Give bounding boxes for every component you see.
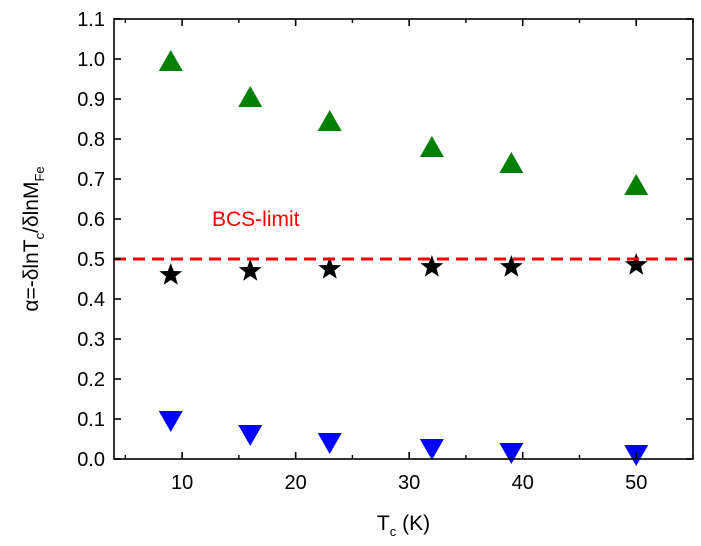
- blue-triangle-point: [419, 439, 444, 460]
- data-marks: [158, 50, 649, 466]
- blue-triangle-point: [158, 411, 183, 432]
- green-triangle-point: [624, 174, 649, 195]
- black-star-point: [318, 257, 342, 279]
- bcs-limit-label: BCS-limit: [212, 208, 300, 231]
- x-tick-label: 20: [285, 472, 307, 494]
- blue-triangle-point: [499, 443, 524, 464]
- axis-ticks: 10 20 30 40 50 0.0 0.1 0.2 0.3 0.4 0.5 0.6 0.7 0.8 0.9…: [77, 9, 694, 494]
- green-triangle-point: [419, 136, 444, 157]
- blue-triangle-point: [238, 425, 263, 446]
- y-tick-label: 0.2: [77, 369, 105, 391]
- blue-triangle-point: [317, 433, 342, 454]
- y-tick-label: 0.6: [77, 209, 105, 231]
- x-tick-label: 30: [398, 472, 420, 494]
- black-star-point: [624, 253, 648, 275]
- y-tick-label: 0.0: [77, 449, 105, 471]
- y-tick-label: 0.3: [77, 329, 105, 351]
- y-tick-label: 0.9: [77, 89, 105, 111]
- y-tick-label: 1.1: [77, 9, 105, 31]
- y-tick-label: 0.8: [77, 129, 105, 151]
- green-triangle-point: [158, 50, 183, 71]
- x-tick-label: 50: [625, 472, 647, 494]
- y-tick-label: 0.1: [77, 409, 105, 431]
- green-triangle-point: [499, 152, 524, 173]
- black-star-point: [159, 263, 183, 285]
- y-tick-label: 0.4: [77, 289, 105, 311]
- plot-frame: [113, 18, 694, 460]
- green-triangle-point: [238, 86, 263, 107]
- y-tick-label: 1.0: [77, 49, 105, 71]
- y-tick-label: 0.5: [77, 249, 105, 271]
- y-axis-title: α=-δlnTc/δlnMFe: [20, 166, 47, 311]
- black-star-point: [420, 255, 444, 277]
- green-triangle-point: [317, 110, 342, 131]
- x-tick-label: 10: [171, 472, 193, 494]
- x-tick-label: 40: [512, 472, 534, 494]
- black-star-point: [238, 259, 262, 281]
- black-star-point: [499, 255, 523, 277]
- x-axis-title: Tc (K): [377, 512, 430, 539]
- y-tick-label: 0.7: [77, 169, 105, 191]
